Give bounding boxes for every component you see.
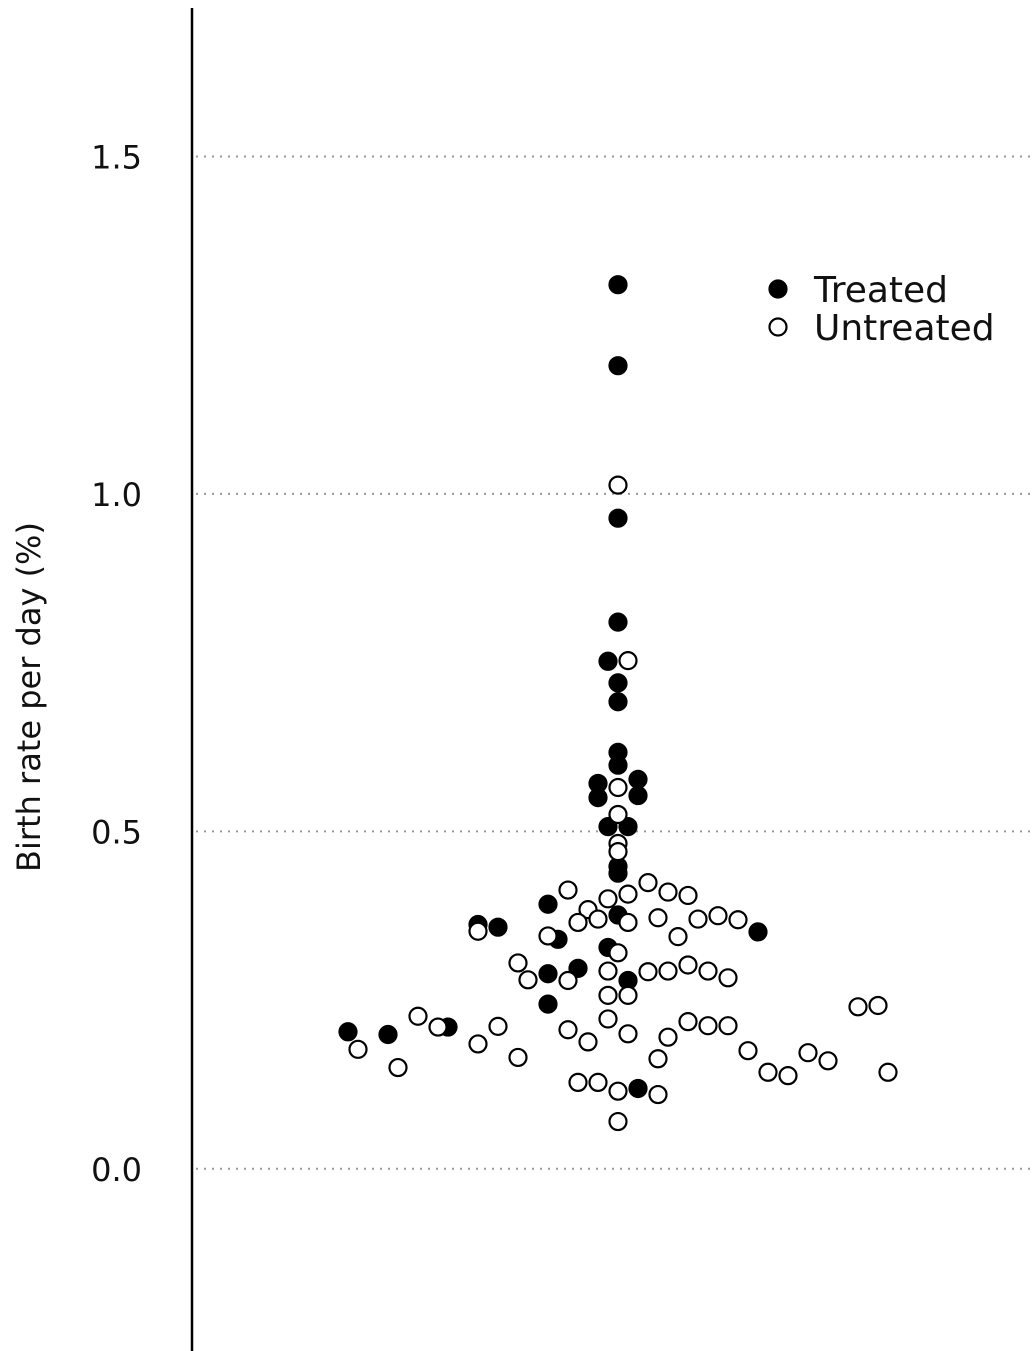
y-tick-label: 1.5 — [91, 138, 142, 176]
treated-point — [608, 673, 628, 693]
treated-point — [568, 958, 588, 978]
untreated-point — [758, 1062, 778, 1082]
untreated-point — [408, 1006, 428, 1026]
treated-point — [588, 788, 608, 808]
untreated-point — [818, 1051, 838, 1071]
untreated-point — [488, 1016, 508, 1036]
treated-point — [598, 817, 618, 837]
treated-point — [608, 275, 628, 295]
untreated-point — [648, 908, 668, 928]
untreated-point — [508, 1047, 528, 1068]
untreated-point — [348, 1039, 368, 1059]
untreated-point — [518, 970, 538, 990]
untreated-point — [608, 777, 628, 798]
y-tick-label: 0.5 — [91, 813, 142, 851]
treated-point — [608, 508, 628, 528]
untreated-point — [608, 1111, 628, 1132]
untreated-point — [598, 961, 618, 981]
untreated-point — [598, 985, 618, 1005]
treated-point — [608, 356, 628, 376]
legend-treated-marker — [768, 279, 788, 299]
untreated-point — [578, 1032, 598, 1052]
untreated-point — [658, 882, 678, 902]
untreated-point — [708, 906, 728, 926]
untreated-point — [598, 889, 618, 909]
treated-point — [618, 817, 638, 837]
untreated-point — [508, 953, 528, 973]
y-tick-label: 1.0 — [91, 476, 142, 514]
untreated-point — [618, 912, 638, 933]
treated-point — [608, 692, 628, 712]
treated-point — [538, 894, 558, 914]
untreated-point — [728, 910, 748, 930]
untreated-point — [648, 1049, 668, 1069]
treated-point — [338, 1022, 358, 1042]
treated-point — [538, 994, 558, 1014]
untreated-point — [618, 985, 638, 1005]
untreated-point — [678, 955, 698, 975]
untreated-point — [618, 884, 638, 904]
untreated-point — [568, 912, 588, 933]
untreated-point — [388, 1057, 408, 1078]
untreated-point — [868, 995, 888, 1016]
untreated-point — [568, 1072, 588, 1093]
untreated-point — [678, 1012, 698, 1032]
untreated-point — [608, 804, 628, 825]
legend-treated-label: Treated — [813, 270, 948, 311]
treated-point — [608, 612, 628, 632]
untreated-point — [688, 909, 708, 929]
untreated-point — [668, 927, 688, 947]
untreated-point — [618, 651, 638, 671]
untreated-point — [608, 841, 628, 862]
untreated-point — [658, 1027, 678, 1047]
untreated-point — [698, 961, 718, 981]
untreated-point — [878, 1062, 898, 1082]
untreated-point — [608, 475, 628, 495]
untreated-point — [848, 997, 868, 1017]
untreated-point — [468, 921, 488, 941]
untreated-point — [798, 1043, 818, 1063]
untreated-point — [718, 1016, 738, 1036]
untreated-point — [638, 962, 658, 982]
untreated-point — [608, 1081, 628, 1101]
treated-point — [598, 651, 618, 671]
y-axis-title: Birth rate per day (%) — [10, 522, 48, 872]
treated-point — [748, 922, 768, 942]
treated-point — [628, 785, 648, 806]
untreated-point — [648, 1084, 668, 1105]
untreated-point — [778, 1066, 798, 1086]
treated-point — [608, 863, 628, 883]
y-tick-label: 0.0 — [91, 1151, 142, 1189]
treated-point — [628, 1078, 648, 1099]
untreated-point — [738, 1041, 758, 1061]
untreated-point — [538, 926, 558, 946]
untreated-point — [698, 1016, 718, 1036]
untreated-point — [638, 873, 658, 893]
treated-point — [538, 964, 558, 984]
untreated-point — [588, 909, 608, 929]
untreated-point — [608, 943, 628, 963]
untreated-point — [618, 1024, 638, 1044]
data-points — [338, 275, 898, 1132]
untreated-point — [718, 968, 738, 988]
untreated-point — [588, 1072, 608, 1093]
treated-point — [628, 769, 648, 789]
untreated-point — [658, 961, 678, 981]
legend-untreated-label: Untreated — [814, 308, 995, 349]
treated-point — [608, 755, 628, 775]
untreated-point — [428, 1017, 448, 1037]
legend-untreated-marker — [768, 317, 788, 337]
untreated-point — [558, 1020, 578, 1040]
y-tick-labels: 0.0 0.5 1.0 1.5 — [91, 138, 142, 1188]
treated-point — [378, 1024, 398, 1045]
untreated-point — [678, 885, 698, 906]
untreated-point — [558, 970, 578, 991]
untreated-point — [558, 880, 578, 900]
treated-point — [488, 917, 508, 937]
untreated-point — [468, 1034, 488, 1054]
untreated-point — [598, 1009, 618, 1029]
